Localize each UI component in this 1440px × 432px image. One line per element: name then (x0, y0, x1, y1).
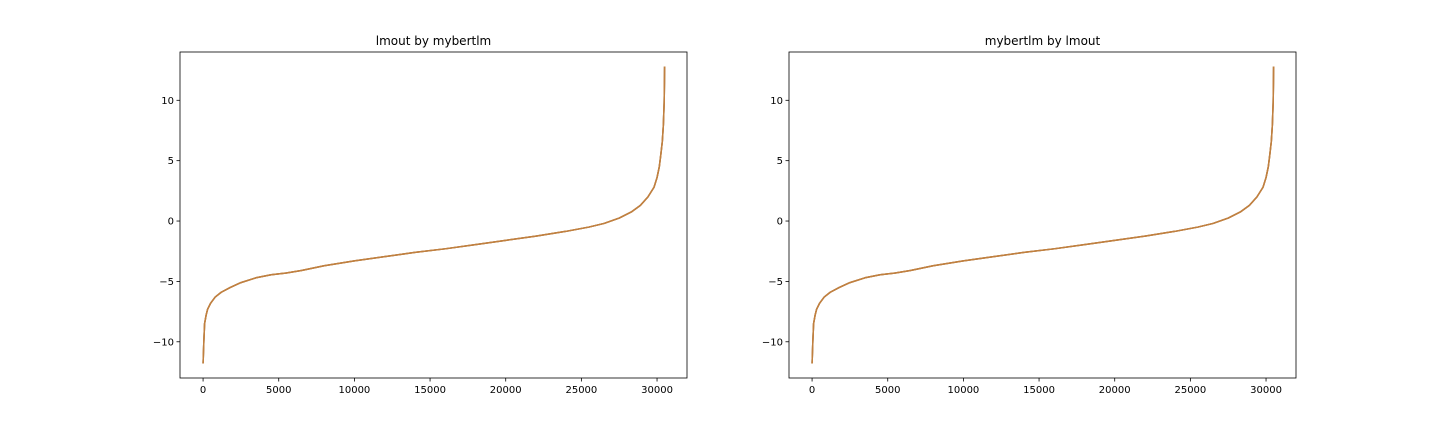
x-tick-label: 5000 (266, 385, 291, 396)
x-tick-label: 20000 (1099, 385, 1131, 396)
x-tick-label: 0 (809, 385, 815, 396)
chart-title: lmout by mybertlm (376, 34, 491, 48)
plot-frame (179, 51, 688, 379)
x-tick-label: 15000 (414, 385, 446, 396)
series-line-0 (202, 66, 666, 364)
chart-right: mybertlm by lmout 0 5000 10000 15000 20000 250… (762, 34, 1297, 396)
x-tick-label: 30000 (641, 385, 673, 396)
y-tick-label: 0 (777, 217, 783, 228)
series-line-1 (811, 66, 1275, 364)
y-tick-label: 10 (161, 96, 174, 107)
x-tick-label: 25000 (1174, 385, 1206, 396)
x-tick-label: 5000 (875, 385, 900, 396)
y-tick-label: −5 (159, 277, 174, 288)
y-tick-label: −10 (762, 337, 783, 348)
x-tick-label: 30000 (1250, 385, 1282, 396)
y-tick-label: −5 (768, 277, 783, 288)
x-tick-label: 20000 (490, 385, 522, 396)
plot-frame (788, 51, 1297, 379)
x-tick-label: 10000 (947, 385, 979, 396)
series-line-0 (811, 66, 1275, 364)
chart-left: lmout by mybertlm 0 5000 10000 15000 20000 250… (153, 34, 688, 396)
series-line-2 (811, 66, 1275, 364)
x-tick-label: 15000 (1023, 385, 1055, 396)
y-tick-label: −10 (153, 337, 174, 348)
y-tick-label: 10 (770, 96, 783, 107)
x-tick-label: 0 (200, 385, 206, 396)
y-tick-label: 0 (168, 217, 174, 228)
x-tick-label: 10000 (338, 385, 370, 396)
y-tick-label: 5 (168, 156, 174, 167)
y-tick-label: 5 (777, 156, 783, 167)
x-tick-label: 25000 (565, 385, 597, 396)
series-line-2 (202, 66, 666, 364)
series-line-1 (202, 66, 666, 364)
chart-title: mybertlm by lmout (985, 34, 1101, 48)
